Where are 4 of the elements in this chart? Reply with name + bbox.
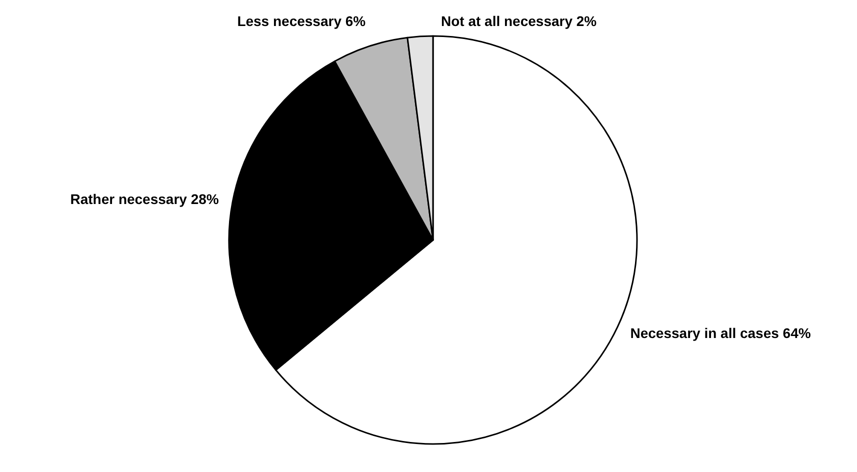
slice-label: Not at all necessary 2% — [441, 13, 598, 29]
slice-label: Less necessary 6% — [237, 13, 366, 29]
slice-label: Rather necessary 28% — [70, 191, 220, 208]
slice-label: Necessary in all cases 64% — [630, 324, 812, 341]
